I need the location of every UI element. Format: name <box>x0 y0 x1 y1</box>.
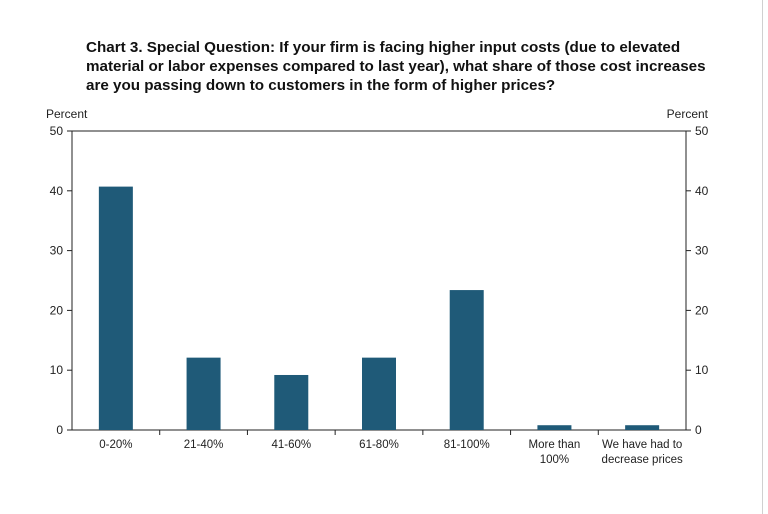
y-tick-label-right-50: 50 <box>695 124 709 138</box>
y-tick-label-left-40: 40 <box>50 184 64 198</box>
y-tick-label-right-40: 40 <box>695 184 709 198</box>
y-tick-label-left-0: 0 <box>56 423 63 437</box>
bar-7 <box>625 425 660 430</box>
y-axis-label-right: Percent <box>667 107 709 121</box>
x-tick-label-5-line-1: 81-100% <box>444 439 490 451</box>
bar-3 <box>274 374 309 430</box>
y-tick-label-right-10: 10 <box>695 363 709 377</box>
x-tick-label-6-line-1: More than <box>529 439 581 451</box>
bar-5 <box>449 290 484 430</box>
bar-2 <box>186 357 221 430</box>
chart-bars <box>98 186 660 430</box>
page-edge-line <box>762 0 763 514</box>
y-axis-label-left: Percent <box>46 107 88 121</box>
y-tick-label-right-30: 30 <box>695 244 709 258</box>
x-tick-label-3-line-1: 41-60% <box>271 439 311 451</box>
x-tick-label-7-line-2: decrease prices <box>602 454 683 466</box>
y-tick-label-left-20: 20 <box>50 303 64 317</box>
x-tick-label-4-line-1: 61-80% <box>359 439 399 451</box>
x-tick-label-7-line-1: We have had to <box>602 439 682 451</box>
y-tick-label-left-30: 30 <box>50 244 64 258</box>
y-tick-label-right-20: 20 <box>695 303 709 317</box>
y-tick-label-left-50: 50 <box>50 124 64 138</box>
x-axis-labels: 0-20% 21-40% 41-60% 61-80% 81-100% More than 1… <box>99 439 683 466</box>
y-tick-label-right-0: 0 <box>695 423 702 437</box>
chart-title: Chart 3. Special Question: If your firm … <box>86 38 726 95</box>
x-tick-label-6-line-2: 100% <box>540 454 569 466</box>
x-tick-label-2-line-1: 21-40% <box>184 439 224 451</box>
x-tick-label-1-line-1: 0-20% <box>99 439 132 451</box>
chart-axes: 0 0 10 10 20 20 30 30 40 40 50 50 <box>50 124 709 437</box>
bar-4 <box>362 357 396 430</box>
chart-title-line-2: material or labor expenses compared to l… <box>86 58 706 75</box>
chart-title-line-1: Chart 3. Special Question: If your firm … <box>86 39 681 56</box>
bar-1 <box>98 186 133 430</box>
chart-title-line-3: are you passing down to customers in the… <box>86 77 556 94</box>
bar-6 <box>537 425 572 430</box>
y-tick-label-left-10: 10 <box>50 363 64 377</box>
